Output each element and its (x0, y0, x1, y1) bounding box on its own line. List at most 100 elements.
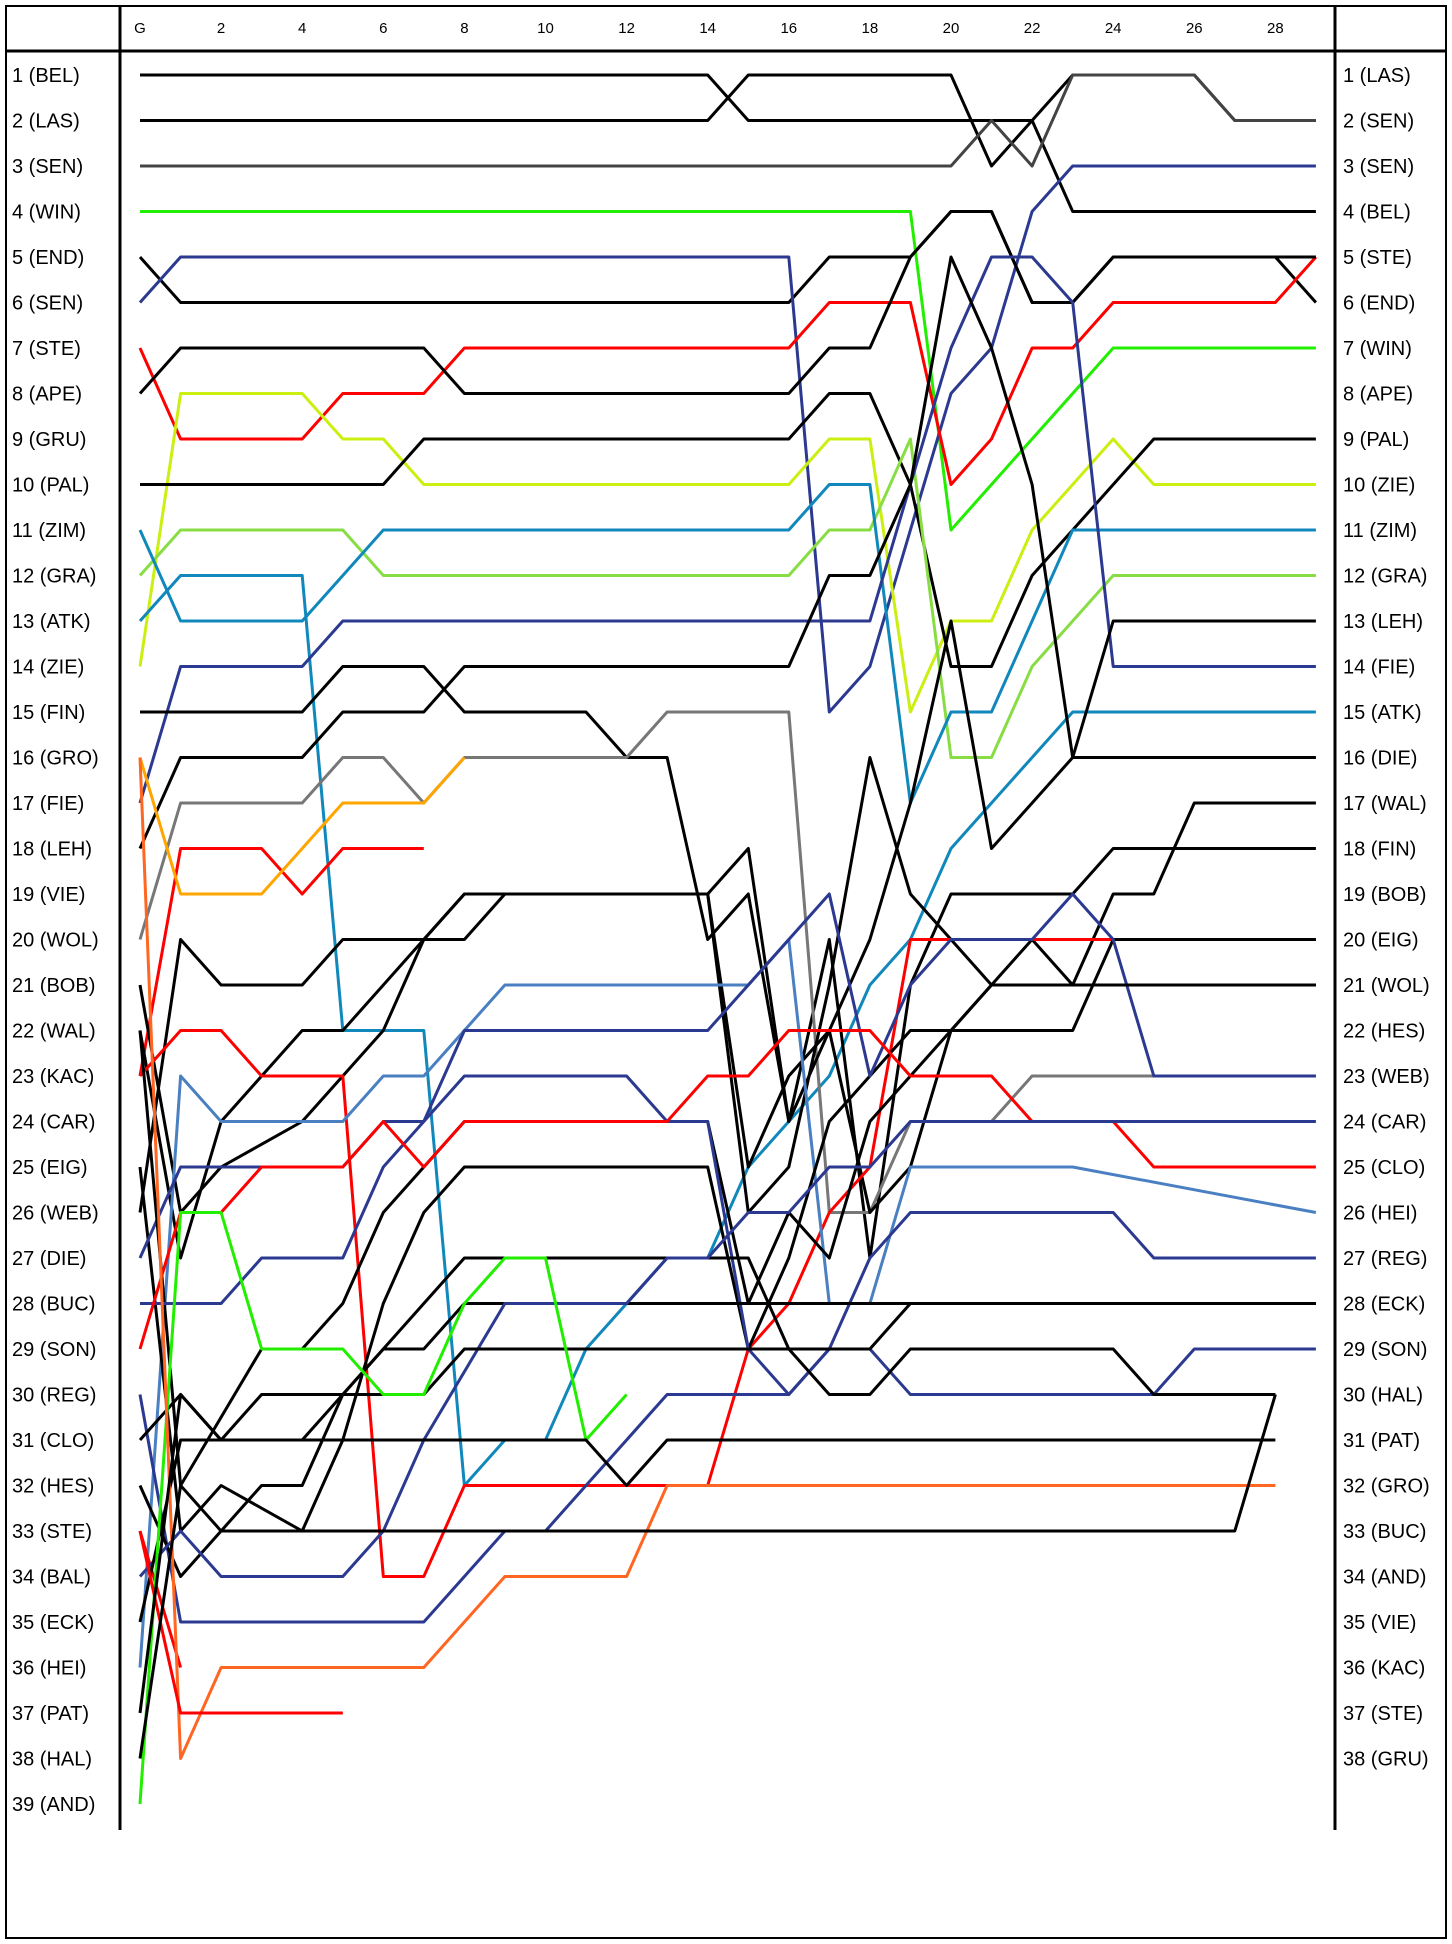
left-position-label: 32 (HES) (12, 1476, 94, 1498)
right-position-label: 8 (APE) (1343, 384, 1413, 406)
series-line-18 (138, 847, 424, 1077)
series-line-7 (138, 256, 1318, 486)
series-layer (138, 73, 1318, 1805)
right-position-label: 31 (PAT) (1343, 1430, 1420, 1452)
left-position-label: 39 (AND) (12, 1794, 95, 1816)
left-position-label: 24 (CAR) (12, 1112, 95, 1134)
left-position-label: 27 (DIE) (12, 1248, 86, 1270)
right-position-label: 34 (AND) (1343, 1567, 1426, 1589)
series-line-30 (138, 1347, 1316, 1624)
x-tick-label: 28 (1267, 20, 1284, 37)
series-line-6 (138, 164, 1316, 714)
right-position-label: 23 (WEB) (1343, 1066, 1430, 1088)
right-position-label: 10 (ZIE) (1343, 475, 1415, 497)
left-position-label: 31 (CLO) (12, 1430, 94, 1452)
outer-border (5, 5, 1447, 1939)
left-position-label: 3 (SEN) (12, 156, 83, 178)
x-tick-label: 22 (1024, 20, 1041, 37)
left-position-label: 1 (BEL) (12, 65, 80, 87)
x-tick-label: 8 (460, 20, 468, 37)
right-position-label: 27 (REG) (1343, 1248, 1427, 1270)
right-position-label: 19 (BOB) (1343, 884, 1426, 906)
left-position-label: 35 (ECK) (12, 1612, 94, 1634)
x-tick-label: 10 (537, 20, 554, 37)
series-line-4 (140, 210, 1316, 532)
series-line-26 (138, 892, 1316, 1259)
x-tick-label: 2 (217, 20, 225, 37)
right-position-label: 7 (WIN) (1343, 338, 1412, 360)
right-position-label: 37 (STE) (1343, 1703, 1423, 1725)
left-position-label: 23 (KAC) (12, 1066, 94, 1088)
series-line-39 (138, 1393, 1276, 1714)
right-position-label: 32 (GRO) (1343, 1476, 1430, 1498)
right-position-label: 20 (EIG) (1343, 930, 1419, 952)
left-position-label: 16 (GRO) (12, 748, 99, 770)
left-position-label: 29 (SON) (12, 1339, 96, 1361)
series-line-40 (138, 1394, 1277, 1759)
x-tick-label: 18 (862, 20, 879, 37)
x-tick-label: 24 (1105, 20, 1122, 37)
right-position-label: 5 (STE) (1343, 247, 1412, 269)
series-line-33 (138, 1530, 183, 1668)
series-line-11 (138, 437, 1316, 759)
series-line-32 (138, 1256, 1276, 1578)
left-position-label: 26 (WEB) (12, 1203, 99, 1225)
left-position-label: 19 (VIE) (12, 884, 85, 906)
right-position-label: 26 (HEI) (1343, 1203, 1417, 1225)
left-position-label: 38 (HAL) (12, 1749, 92, 1771)
left-position-label: 21 (BOB) (12, 975, 95, 997)
series-line-12 (138, 483, 1316, 805)
right-position-label: 38 (GRU) (1343, 1749, 1429, 1771)
left-position-label: 2 (LAS) (12, 111, 80, 133)
right-position-label: 18 (FIN) (1343, 839, 1416, 861)
series-line-17 (138, 255, 1316, 850)
left-position-label: 37 (PAT) (12, 1703, 89, 1725)
right-position-label: 15 (ATK) (1343, 702, 1422, 724)
series-line-35 (138, 1302, 1316, 1623)
series-line-37 (138, 757, 1276, 1760)
right-position-label: 17 (WAL) (1343, 793, 1427, 815)
x-tick-label: 16 (780, 20, 797, 37)
right-position-label: 36 (KAC) (1343, 1658, 1425, 1680)
series-line-16 (138, 710, 1316, 1214)
left-position-label: 7 (STE) (12, 338, 81, 360)
x-tick-label: 14 (699, 20, 716, 37)
left-position-label: 13 (ATK) (12, 611, 91, 633)
chart-frame (5, 5, 1447, 1939)
series-line-14 (138, 255, 1316, 804)
left-position-label: 36 (HEI) (12, 1658, 86, 1680)
right-position-label: 14 (FIE) (1343, 657, 1415, 679)
right-position-label: 2 (SEN) (1343, 111, 1414, 133)
series-line-19 (138, 756, 466, 896)
series-line-3 (140, 73, 1316, 168)
x-tick-label: 4 (298, 20, 306, 37)
left-position-label: 30 (REG) (12, 1385, 96, 1407)
series-line-8 (138, 210, 1316, 395)
right-position-label: 11 (ZIM) (1343, 520, 1417, 542)
series-line-29 (138, 1029, 1316, 1350)
left-position-label: 5 (END) (12, 247, 84, 269)
left-position-label: 33 (STE) (12, 1521, 92, 1543)
left-position-label: 20 (WOL) (12, 930, 99, 952)
left-position-label: 12 (GRA) (12, 566, 96, 588)
left-position-labels: 1 (BEL) 2 (LAS) 3 (SEN) 4 (WIN) 5 (END) 6 (SE… (12, 65, 99, 1816)
left-position-label: 4 (WIN) (12, 202, 81, 224)
left-position-label: 8 (APE) (12, 384, 82, 406)
right-position-label: 21 (WOL) (1343, 975, 1430, 997)
left-position-label: 28 (BUC) (12, 1294, 95, 1316)
left-position-label: 22 (WAL) (12, 1021, 96, 1043)
right-position-label: 9 (PAL) (1343, 429, 1409, 451)
right-position-label: 6 (END) (1343, 293, 1415, 315)
right-position-label: 35 (VIE) (1343, 1612, 1416, 1634)
left-position-label: 9 (GRU) (12, 429, 86, 451)
left-position-label: 14 (ZIE) (12, 657, 84, 679)
left-position-label: 34 (BAL) (12, 1567, 91, 1589)
right-position-label: 13 (LEH) (1343, 611, 1423, 633)
right-position-label: 4 (BEL) (1343, 202, 1411, 224)
right-position-label: 22 (HES) (1343, 1021, 1425, 1043)
right-position-label: 1 (LAS) (1343, 65, 1411, 87)
series-line-34 (138, 1120, 1316, 1578)
series-line-9 (138, 392, 1316, 714)
right-position-label: 33 (BUC) (1343, 1521, 1426, 1543)
